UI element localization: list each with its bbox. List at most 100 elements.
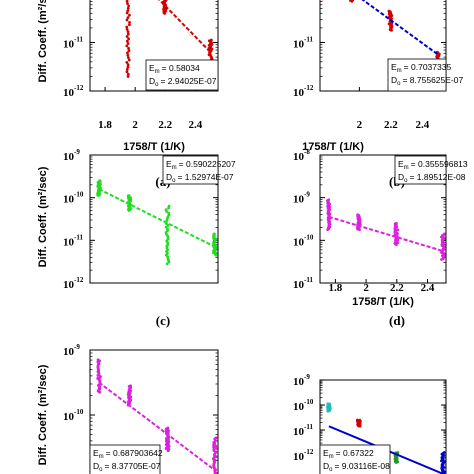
data-point <box>125 28 129 31</box>
data-point <box>126 65 130 69</box>
y-tick-exponent: -9 <box>304 373 310 381</box>
x-tick-label: 2.2 <box>390 282 404 294</box>
data-point <box>125 60 129 64</box>
y-tick-exponent: -9 <box>74 148 80 156</box>
legend-box <box>394 155 447 185</box>
legend-em: Em = 0.590225207 <box>166 159 236 171</box>
y-axis-label: Diff. Coeff. (m²/sec) <box>37 364 49 465</box>
data-cluster-1 <box>96 179 102 197</box>
legend-do: Do = 2.94025E-07 <box>149 76 217 88</box>
x-tick-label: 2.4 <box>416 119 430 131</box>
y-tick-label: 10 <box>293 451 305 463</box>
data-cluster-3 <box>164 426 171 453</box>
y-tick-exponent: -9 <box>74 343 80 351</box>
axes-frame <box>319 154 447 284</box>
data-point <box>128 20 131 24</box>
y-tick-label: 10 <box>293 151 305 163</box>
data-point <box>326 402 330 406</box>
data-cluster-1 <box>96 358 102 394</box>
data-point <box>99 375 102 378</box>
x-axis-label: 1758/T (1/K) <box>352 296 414 308</box>
data-point <box>167 211 171 215</box>
axes-frame <box>89 154 219 284</box>
y-tick-exponent: -12 <box>74 84 84 92</box>
data-cluster-1 <box>326 198 332 232</box>
data-point <box>127 194 131 197</box>
y-tick-label: 10 <box>293 401 305 413</box>
data-point <box>125 35 129 38</box>
y-tick-label: 10 <box>293 279 305 291</box>
data-point <box>166 426 170 430</box>
data-cluster-4 <box>440 451 446 474</box>
y-tick-label: 10 <box>63 236 75 248</box>
y-tick-exponent: -10 <box>74 408 84 416</box>
legend-box <box>387 58 447 92</box>
data-point <box>125 11 129 15</box>
y-tick-exponent: -10 <box>304 233 314 241</box>
data-point <box>96 377 100 380</box>
y-axis-label: Diff. Coeff. (m²/s <box>37 0 49 82</box>
data-point <box>98 179 102 183</box>
y-tick-exponent: -11 <box>304 423 313 431</box>
data-point <box>125 25 129 29</box>
y-tick-exponent: -11 <box>304 276 313 284</box>
y-tick-label: 10 <box>293 376 305 388</box>
x-tick-label: 2.2 <box>384 119 398 131</box>
y-tick-exponent: -9 <box>304 191 310 199</box>
data-point <box>212 445 216 449</box>
data-point <box>96 358 100 362</box>
y-tick-label: 10 <box>293 39 305 51</box>
fit-line <box>98 188 216 248</box>
y-tick-label: 10 <box>63 151 75 163</box>
data-cluster-4 <box>211 436 218 474</box>
data-point <box>212 232 216 236</box>
data-point <box>167 447 171 451</box>
data-point <box>167 204 171 208</box>
data-point <box>127 4 131 8</box>
data-point <box>125 70 129 74</box>
data-point <box>164 225 168 229</box>
x-tick-label: 2.2 <box>158 119 172 131</box>
data-point <box>126 72 130 76</box>
data-point <box>126 53 130 57</box>
data-cluster-2 <box>126 384 133 407</box>
data-point <box>358 418 362 422</box>
data-point <box>442 236 446 240</box>
data-cluster-4 <box>440 232 446 261</box>
x-tick-label: 2 <box>132 119 138 131</box>
data-point <box>126 16 130 20</box>
fit-line <box>361 0 439 56</box>
data-point <box>125 39 129 43</box>
data-point <box>128 23 131 27</box>
y-tick-exponent: -8 <box>304 148 310 156</box>
data-point <box>126 32 130 36</box>
legend-em: Em = 0.687903642 <box>93 448 163 460</box>
y-axis-label: Diff. Coeff. (m²/sec) <box>37 166 49 267</box>
data-point <box>127 46 130 50</box>
data-point <box>125 67 129 71</box>
y-tick-label: 10 <box>293 87 305 99</box>
legend-do: Do = 1.89512E-08 <box>398 172 466 184</box>
data-cluster-1 <box>326 402 332 413</box>
y-tick-label: 10 <box>63 39 75 51</box>
data-point <box>125 44 129 48</box>
data-point <box>214 436 218 440</box>
data-cluster-2 <box>356 213 362 232</box>
data-point <box>126 51 129 55</box>
data-point <box>126 6 130 10</box>
y-tick-exponent: -11 <box>304 36 313 44</box>
legend-em: Em = 0.67322 <box>323 448 374 460</box>
y-tick-label: 10 <box>293 426 305 438</box>
data-point <box>396 228 400 232</box>
y-tick-exponent: -10 <box>304 398 314 406</box>
data-point <box>165 436 168 440</box>
data-point <box>356 213 360 217</box>
legend-em: Em = 0.355596813 <box>398 159 468 171</box>
data-point <box>125 0 129 3</box>
legend-do: Do = 8.755625E-07 <box>391 75 463 87</box>
x-axis-label: 1758/T (1/K) <box>123 141 185 153</box>
